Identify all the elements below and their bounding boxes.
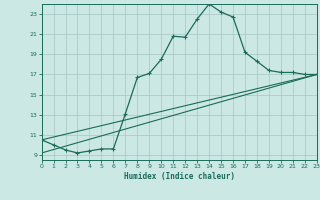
X-axis label: Humidex (Indice chaleur): Humidex (Indice chaleur): [124, 172, 235, 181]
